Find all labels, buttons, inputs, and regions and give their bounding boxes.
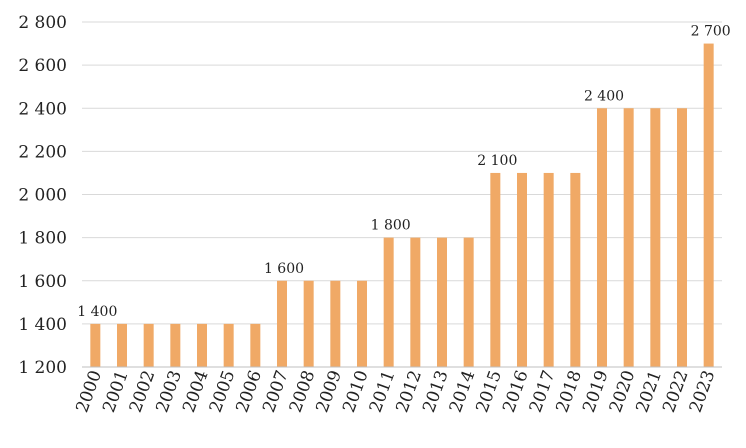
- data-label: 2 700: [691, 24, 731, 40]
- bar-2007: [277, 280, 287, 367]
- data-label: 2 400: [584, 88, 624, 104]
- data-label: 1 400: [77, 304, 117, 320]
- y-tick-label: 2 000: [18, 186, 67, 206]
- bar-2010: [357, 280, 367, 367]
- bar-2021: [650, 108, 661, 367]
- bar-2011: [383, 237, 394, 368]
- bar-2018: [570, 172, 581, 367]
- y-tick-label: 2 800: [18, 13, 67, 33]
- y-tick-label: 2 200: [18, 142, 67, 162]
- bar-2002: [143, 323, 154, 368]
- bar-2012: [410, 237, 421, 368]
- bar-2003: [170, 323, 181, 368]
- bar-2017: [543, 172, 554, 367]
- bar-2006: [250, 323, 261, 368]
- bar-2023: [703, 43, 714, 368]
- bar-2019: [597, 108, 607, 367]
- bar-2014: [463, 237, 474, 368]
- bars: [90, 43, 714, 368]
- data-labels: 1 400 1 600 1 800 2 100 2 400 2 700: [77, 24, 730, 320]
- y-tick-label: 2 600: [18, 56, 67, 76]
- bar-2020: [623, 108, 634, 367]
- bar-2001: [117, 323, 127, 368]
- data-label: 1 600: [264, 261, 304, 277]
- y-tick-label: 1 800: [18, 229, 67, 249]
- gridlines: [82, 21, 722, 325]
- y-axis-ticks: 1 200 1 400 1 600 1 800 2 000 2 200 2 400 2 600…: [18, 13, 67, 378]
- data-label: 2 100: [477, 153, 517, 169]
- bar-2009: [330, 280, 341, 367]
- y-tick-label: 1 200: [18, 358, 67, 378]
- bar-2000: [90, 323, 101, 368]
- y-tick-label: 2 400: [18, 99, 67, 119]
- y-tick-label: 1 600: [18, 272, 67, 292]
- bar-2013: [437, 237, 447, 368]
- data-label: 1 800: [371, 218, 411, 234]
- bar-2004: [197, 323, 207, 368]
- bar-2005: [223, 323, 234, 368]
- bar-2015: [490, 172, 501, 367]
- bar-2016: [517, 172, 527, 367]
- bar-2008: [303, 280, 314, 367]
- x-axis-ticks: 2000200120022003200420052006200720082009…: [72, 368, 719, 415]
- y-tick-label: 1 400: [18, 315, 67, 335]
- bar-2022: [677, 108, 687, 367]
